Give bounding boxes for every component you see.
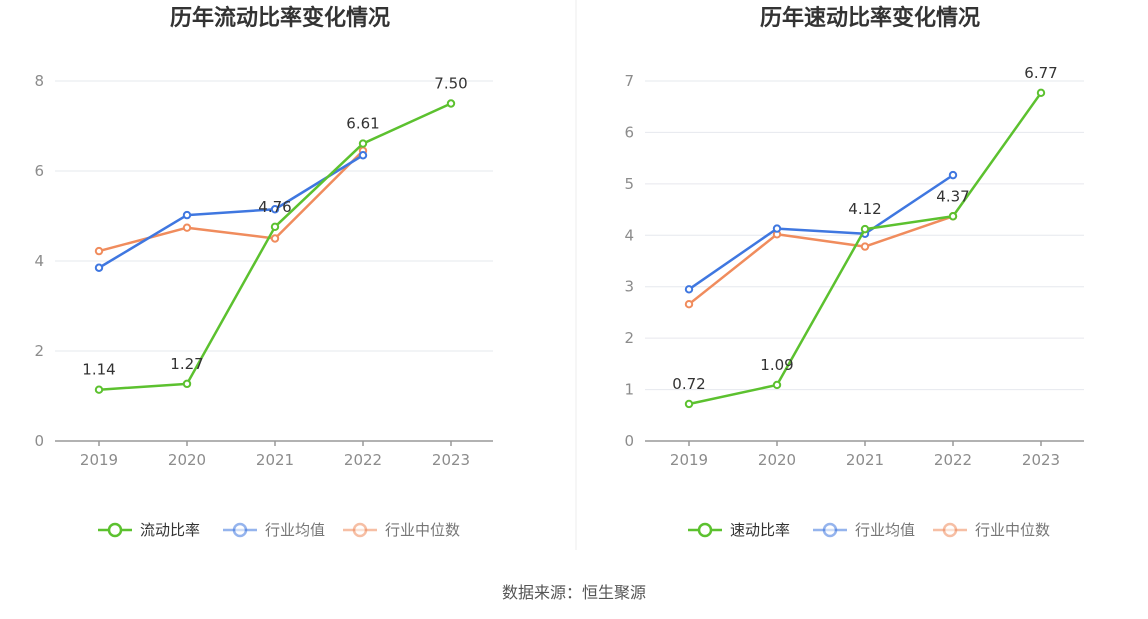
data-label: 4.37 xyxy=(936,187,969,205)
data-point[interactable] xyxy=(772,224,782,233)
data-point[interactable] xyxy=(772,380,782,390)
y-tick-label: 2 xyxy=(624,329,634,347)
legend-label: 行业均值 xyxy=(265,521,325,539)
data-point[interactable] xyxy=(446,99,456,108)
data-point[interactable] xyxy=(270,222,280,232)
data-label: 1.09 xyxy=(760,356,793,374)
data-point[interactable] xyxy=(94,263,104,272)
x-tick-label: 2019 xyxy=(670,451,708,469)
y-tick-label: 1 xyxy=(624,381,634,399)
data-label: 4.76 xyxy=(258,198,291,216)
data-source: 数据来源：恒生聚源 xyxy=(502,583,646,602)
series-line xyxy=(688,215,954,306)
legend-label: 行业中位数 xyxy=(385,521,460,539)
data-label: 6.77 xyxy=(1024,64,1057,82)
legend-item[interactable]: 行业均值 xyxy=(223,521,325,539)
legend-label: 流动比率 xyxy=(140,521,200,539)
legend-item[interactable]: 行业均值 xyxy=(813,521,915,539)
y-tick-label: 4 xyxy=(34,252,44,270)
data-label: 1.14 xyxy=(82,361,115,379)
data-point[interactable] xyxy=(860,242,870,251)
data-point[interactable] xyxy=(182,379,192,389)
legend-item[interactable]: 行业中位数 xyxy=(343,521,460,539)
series-line xyxy=(688,174,954,291)
data-point[interactable] xyxy=(270,234,280,243)
legend-item[interactable]: 行业中位数 xyxy=(933,521,1050,539)
data-point[interactable] xyxy=(270,205,280,214)
x-tick-label: 2021 xyxy=(256,451,294,469)
data-point[interactable] xyxy=(94,385,104,394)
data-label: 7.50 xyxy=(434,75,467,93)
y-tick-label: 0 xyxy=(34,432,44,450)
legend-marker xyxy=(942,522,958,538)
quick-ratio-chart: 历年速动比率变化情况 0 1 2 3 4 5 6 7 2019 2020 2021 2022 2023 0.… xyxy=(624,5,1084,539)
chart-title: 历年速动比率变化情况 xyxy=(760,5,980,31)
legend-label: 行业中位数 xyxy=(975,521,1050,539)
series-line xyxy=(98,154,364,269)
x-tick-label: 2021 xyxy=(846,451,884,469)
series-line xyxy=(98,149,364,253)
y-tick-label: 6 xyxy=(34,162,44,180)
x-tick-label: 2020 xyxy=(168,451,206,469)
data-point[interactable] xyxy=(182,210,192,220)
y-tick-label: 7 xyxy=(624,72,634,90)
y-tick-label: 2 xyxy=(34,342,44,360)
x-tick-label: 2019 xyxy=(80,451,118,469)
y-tick-label: 6 xyxy=(624,123,634,141)
legend-label: 行业均值 xyxy=(855,521,915,539)
data-point[interactable] xyxy=(684,300,694,309)
legend-marker xyxy=(822,522,838,538)
data-point[interactable] xyxy=(358,139,368,148)
data-point[interactable] xyxy=(358,151,368,160)
legend-label: 速动比率 xyxy=(730,521,790,539)
y-tick-label: 3 xyxy=(624,278,634,296)
data-point[interactable] xyxy=(860,224,870,234)
data-point[interactable] xyxy=(94,246,104,256)
y-tick-label: 4 xyxy=(624,226,634,244)
data-label: 4.12 xyxy=(848,200,881,218)
current-ratio-chart: 历年流动比率变化情况 0 2 4 6 8 2019 2020 2021 2022 2023 1.14 1… xyxy=(34,5,493,539)
y-tick-label: 0 xyxy=(624,432,634,450)
data-point[interactable] xyxy=(684,285,694,294)
legend-marker xyxy=(232,522,248,538)
y-tick-label: 5 xyxy=(624,175,634,193)
legend-marker xyxy=(107,522,123,538)
x-tick-label: 2022 xyxy=(344,451,382,469)
series-line xyxy=(98,102,452,391)
legend-marker xyxy=(352,522,368,538)
data-label: 1.27 xyxy=(170,355,203,373)
data-point[interactable] xyxy=(1036,88,1046,98)
data-point[interactable] xyxy=(182,223,192,232)
data-point[interactable] xyxy=(948,170,958,180)
legend-item[interactable]: 流动比率 xyxy=(98,521,200,539)
chart-title: 历年流动比率变化情况 xyxy=(170,5,390,31)
legend-marker xyxy=(697,522,713,538)
data-point[interactable] xyxy=(684,399,694,409)
x-tick-label: 2023 xyxy=(432,451,470,469)
data-label: 0.72 xyxy=(672,375,705,393)
x-tick-label: 2023 xyxy=(1022,451,1060,469)
y-tick-label: 8 xyxy=(34,72,44,90)
x-tick-label: 2020 xyxy=(758,451,796,469)
x-tick-label: 2022 xyxy=(934,451,972,469)
data-point[interactable] xyxy=(948,212,958,221)
legend-item[interactable]: 速动比率 xyxy=(688,521,790,539)
data-label: 6.61 xyxy=(346,115,379,133)
